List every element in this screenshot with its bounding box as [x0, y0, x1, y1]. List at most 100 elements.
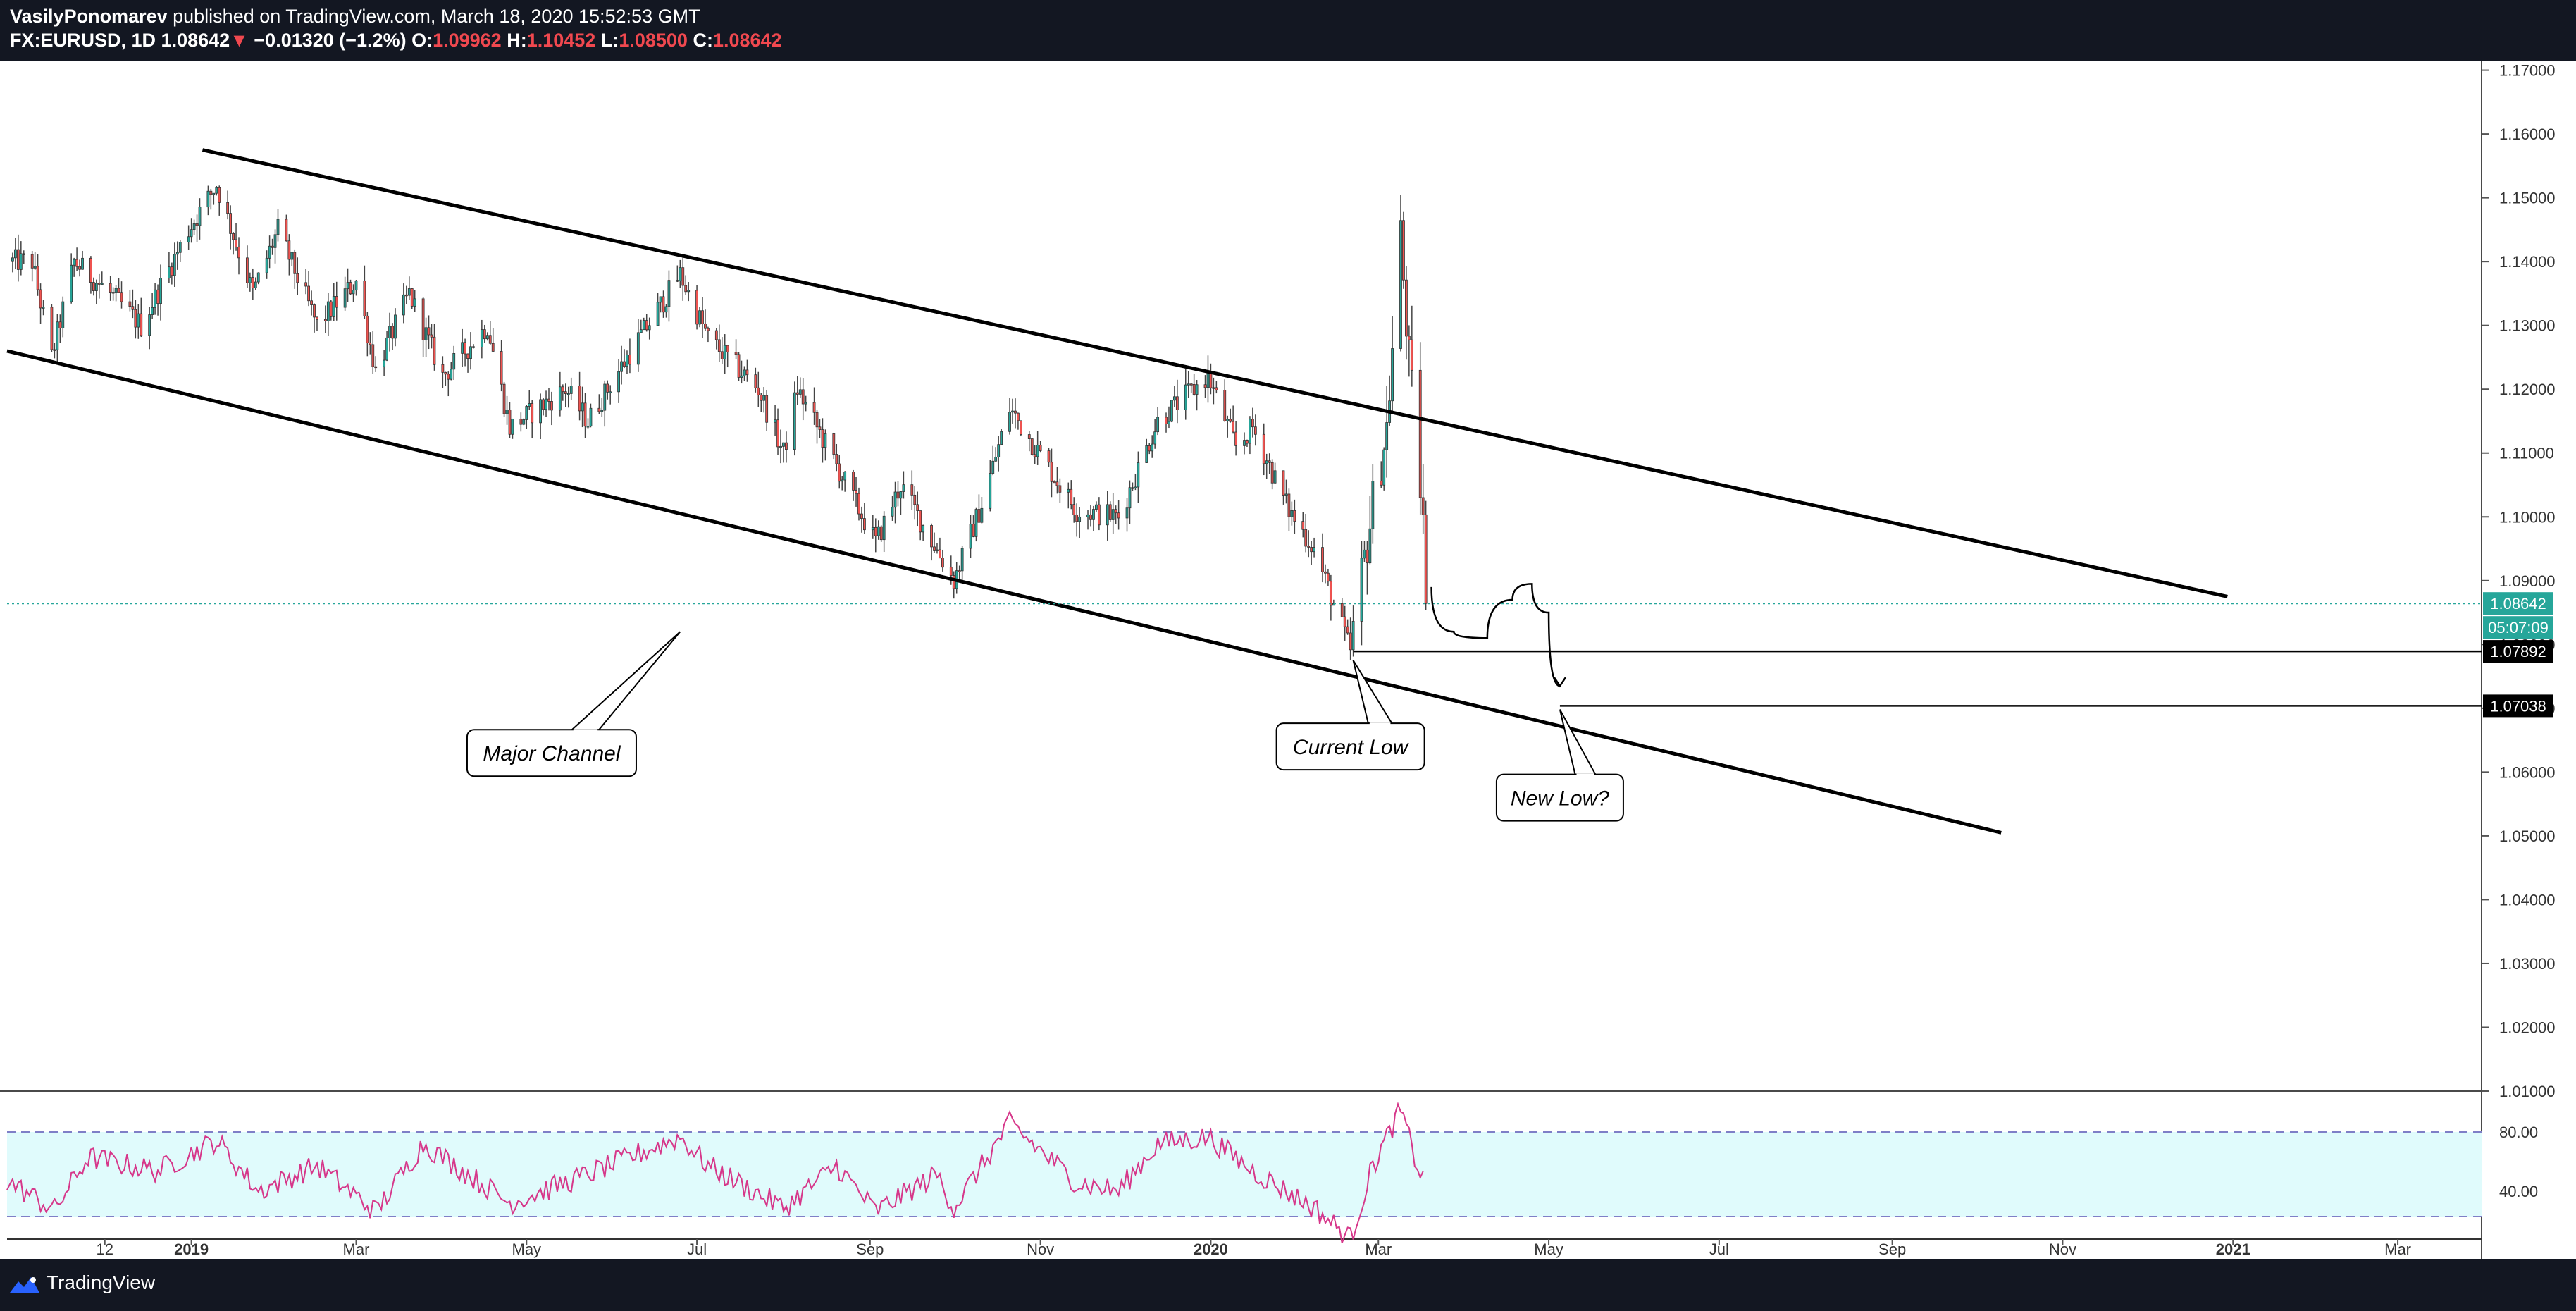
candle [1310, 547, 1313, 553]
footer-brand[interactable]: TradingView [47, 1272, 156, 1293]
projection-curve[interactable] [1430, 583, 1561, 687]
candle [1329, 581, 1332, 606]
candle [589, 407, 593, 427]
major-channel-callout-box[interactable] [466, 729, 637, 777]
candle [391, 326, 394, 339]
candle [178, 242, 182, 253]
candle [1385, 422, 1389, 450]
price-tick-label: 1.17000 [2499, 62, 2556, 80]
candle [698, 310, 701, 325]
candle [972, 524, 975, 537]
author-name[interactable]: VasilyPonomarev [10, 6, 168, 27]
symbol-label[interactable]: FX:EURUSD, 1D [10, 30, 156, 51]
tradingview-logo-icon[interactable] [8, 1273, 41, 1295]
candle [198, 207, 202, 226]
candle [838, 463, 841, 482]
candle [505, 410, 509, 414]
new-low-callout-box[interactable] [1495, 773, 1624, 822]
candle [388, 326, 391, 338]
candle [636, 332, 640, 365]
candle [1058, 485, 1062, 493]
candle [1117, 512, 1120, 519]
candle [276, 218, 280, 235]
candle [206, 190, 210, 208]
candle [1407, 336, 1411, 340]
candle [332, 296, 335, 317]
candle [539, 399, 543, 424]
candle [952, 575, 955, 589]
candle [835, 454, 838, 464]
current-low-callout-box[interactable] [1275, 722, 1425, 771]
candle [304, 282, 308, 287]
channel-upper-line[interactable] [202, 148, 2228, 598]
candle [597, 407, 601, 412]
channel-lower-line[interactable] [6, 349, 2002, 835]
candle [140, 313, 143, 336]
candle [237, 246, 240, 259]
candle [1153, 431, 1157, 445]
candle [824, 433, 827, 448]
candle [798, 389, 802, 395]
candle [1106, 504, 1109, 526]
candle [642, 320, 645, 331]
candle [1137, 462, 1140, 488]
time-tick-label: Nov [2049, 1241, 2076, 1258]
candle [1363, 549, 1366, 559]
candle [1008, 412, 1011, 432]
candle [1086, 514, 1089, 517]
candle [287, 240, 291, 260]
candle [740, 375, 743, 378]
chart-area[interactable]: 1.17000 1.16000 1.15000 1.14000 1.13000 1.120… [0, 61, 2576, 1259]
price-tick-label: 1.15000 [2499, 190, 2556, 207]
candle [1382, 449, 1386, 486]
candle [1078, 516, 1082, 522]
candle [821, 429, 824, 448]
candle [1321, 547, 1324, 572]
candle [684, 285, 688, 293]
published-text: published on TradingView.com, March 18, … [167, 6, 700, 27]
price-tick-label: 1.13000 [2499, 317, 2556, 335]
candle [485, 335, 489, 340]
candle [974, 509, 978, 537]
candle [525, 406, 528, 420]
candle [151, 307, 154, 315]
time-tick-label: May [512, 1241, 542, 1258]
candle [1187, 383, 1190, 386]
candle [447, 374, 450, 380]
candle [13, 249, 17, 259]
candle [1273, 470, 1277, 484]
candle [687, 290, 691, 293]
candle [606, 383, 609, 393]
candle [804, 402, 807, 405]
candle [832, 433, 836, 455]
candle [1265, 460, 1268, 464]
candle [1368, 528, 1372, 564]
candle [323, 319, 327, 321]
candle [949, 567, 953, 577]
candle [812, 402, 816, 413]
price-tick-label: 1.02000 [2499, 1018, 2556, 1036]
candle [760, 395, 763, 401]
candle [648, 325, 651, 331]
candle [56, 321, 59, 350]
candle [726, 345, 729, 353]
symbol-ohlc-line: FX:EURUSD, 1D 1.08642▼ −0.01320 (−1.2%) … [10, 30, 782, 51]
candle [734, 352, 738, 355]
time-tick-label: Sep [856, 1241, 884, 1258]
price-tick-label: 1.11000 [2499, 445, 2554, 462]
last-price: 1.08642 [161, 30, 230, 51]
candle [1036, 445, 1039, 457]
candle [81, 257, 84, 270]
candle [714, 330, 718, 340]
chart-canvas[interactable]: 1.17000 1.16000 1.15000 1.14000 1.13000 1.120… [0, 61, 2576, 1259]
candle [1343, 616, 1346, 627]
candle [1047, 450, 1051, 463]
candle [472, 346, 475, 348]
candle [50, 307, 54, 350]
candle [16, 249, 20, 270]
candle [855, 490, 857, 494]
candle [215, 187, 218, 194]
candle [779, 445, 782, 448]
candle [933, 546, 936, 551]
candle [296, 273, 299, 283]
